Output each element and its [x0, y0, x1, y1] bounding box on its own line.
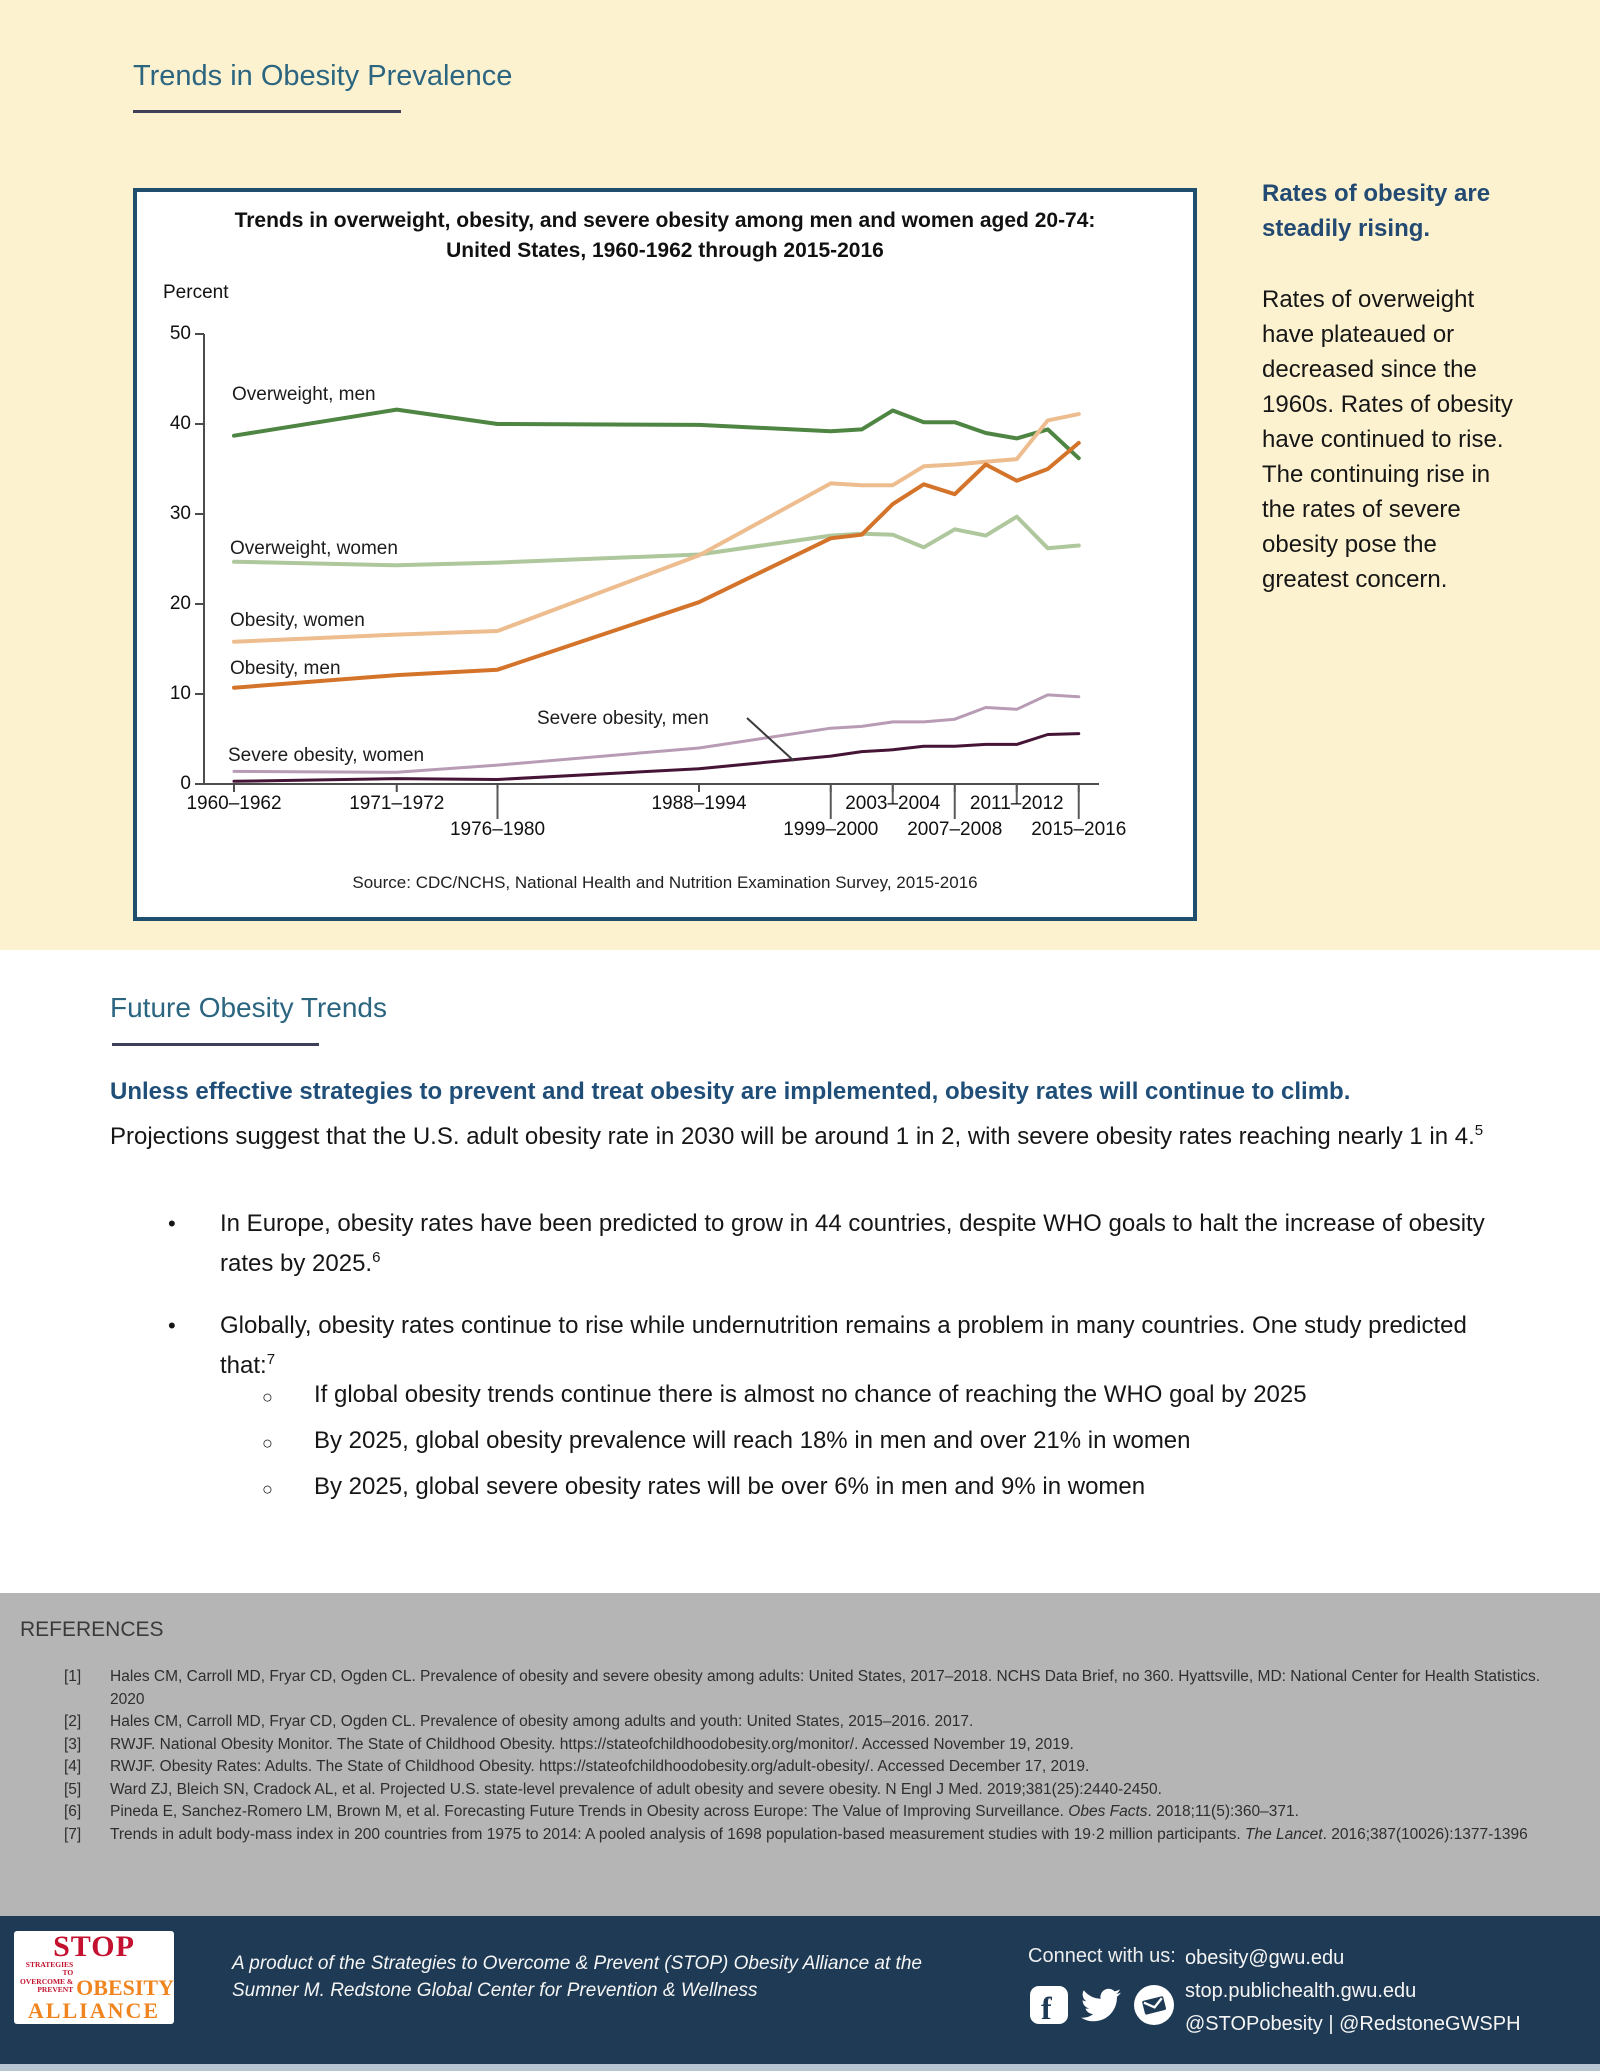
footer-product-note: A product of the Strategies to Overcome …	[232, 1950, 922, 2004]
bullet-text: Globally, obesity rates continue to rise…	[220, 1312, 1467, 1379]
chart-title: Trends in overweight, obesity, and sever…	[137, 206, 1193, 266]
logo-obesity-text: OBESITY	[76, 1974, 174, 2000]
reference-number: [2]	[64, 1713, 82, 1730]
footnote-marker-7: 7	[266, 1351, 276, 1368]
section-title-underline	[133, 110, 401, 113]
sub-bullet-item: ○ By 2025, global obesity prevalence wil…	[262, 1424, 1502, 1460]
bullet-item: • In Europe, obesity rates have been pre…	[168, 1207, 1508, 1281]
logo-alliance-text: ALLIANCE	[27, 1997, 161, 2023]
lead-paragraph-text: Projections suggest that the U.S. adult …	[110, 1123, 1475, 1150]
lead-statement: Unless effective strategies to prevent a…	[110, 1078, 1351, 1105]
email-icon[interactable]	[1134, 1985, 1174, 2025]
reference-item: [1] Hales CM, Carroll MD, Fryar CD, Ogden…	[64, 1666, 1556, 1711]
reference-text: Hales CM, Carroll MD, Fryar CD, Ogden CL…	[110, 1668, 1541, 1708]
y-axis-title: Percent	[163, 282, 229, 303]
contact-line[interactable]: obesity@gwu.edu	[1185, 1947, 1345, 1969]
reference-text: RWJF. National Obesity Monitor. The Stat…	[110, 1735, 1074, 1753]
sub-bullet-text: By 2025, global obesity prevalence will …	[314, 1427, 1191, 1454]
bullet-text: In Europe, obesity rates have been predi…	[220, 1210, 1485, 1277]
footnote-marker-6: 6	[372, 1249, 381, 1266]
reference-item: [4] RWJF. Obesity Rates: Adults. The Stat…	[64, 1756, 1556, 1779]
bullet-marker: •	[168, 1313, 176, 1338]
sub-bullet-marker: ○	[262, 1433, 273, 1453]
sidebar-callout: Rates of obesity are steadily rising. Ra…	[1262, 176, 1516, 597]
chart-title-line1: Trends in overweight, obesity, and sever…	[234, 209, 1096, 232]
sidebar-body-text: Rates of overweight have plateaued or de…	[1262, 286, 1513, 593]
sidebar-heading: Rates of obesity are steadily rising.	[1262, 180, 1491, 242]
contact-line[interactable]: @STOPobesity | @RedstoneGWSPH	[1185, 2013, 1521, 2035]
logo-stop-text: STOP	[53, 1929, 135, 1963]
reference-item: [5] Ward ZJ, Bleich SN, Cradock AL, et al…	[64, 1779, 1556, 1802]
logo-tagline: STRATEGIES TO OVERCOME & PREVENT	[20, 1959, 74, 1994]
sub-bullet-item: ○ If global obesity trends continue ther…	[262, 1378, 1502, 1414]
section-title-future: Future Obesity Trends	[110, 992, 388, 1023]
lead-paragraph: Projections suggest that the U.S. adult …	[110, 1114, 1495, 1154]
reference-text: RWJF. Obesity Rates: Adults. The State o…	[110, 1758, 1090, 1775]
bullet-list: • In Europe, obesity rates have been pre…	[168, 1207, 1508, 1411]
sub-bullet-text: If global obesity trends continue there …	[314, 1381, 1307, 1408]
trend-line-chart	[195, 333, 1099, 819]
logo-middle-row: STRATEGIES TO OVERCOME & PREVENT OBESITY	[14, 1959, 174, 2000]
chart-title-line2: United States, 1960-1962 through 2015-20…	[446, 239, 884, 262]
bullet-marker: •	[168, 1211, 176, 1236]
connect-with-us-label: Connect with us:	[1028, 1945, 1176, 1967]
reference-item: [2] Hales CM, Carroll MD, Fryar CD, Ogden…	[64, 1711, 1556, 1734]
reference-number: [3]	[64, 1735, 82, 1753]
reference-text: Trends in adult body-mass index in 200 c…	[110, 1825, 1528, 1843]
footer-product-line2: Sumner M. Redstone Global Center for Pre…	[232, 1980, 758, 2001]
reference-item: [3] RWJF. National Obesity Monitor. The S…	[64, 1734, 1556, 1757]
chart-source-note: Source: CDC/NCHS, National Health and Nu…	[352, 873, 978, 892]
stop-obesity-alliance-logo: STOP STRATEGIES TO OVERCOME & PREVENT OB…	[14, 1931, 174, 2024]
sub-bullet-list: ○ If global obesity trends continue ther…	[262, 1378, 1502, 1516]
footer-product-line1: A product of the Strategies to Overcome …	[232, 1953, 922, 1974]
references-list: [1] Hales CM, Carroll MD, Fryar CD, Ogden…	[64, 1666, 1556, 1846]
reference-text: Hales CM, Carroll MD, Fryar CD, Ogden CL…	[110, 1713, 974, 1730]
twitter-icon[interactable]	[1081, 1985, 1121, 2025]
reference-item: [7] Trends in adult body-mass index in 20…	[64, 1824, 1556, 1847]
reference-number: [4]	[64, 1758, 82, 1775]
section-title-future-underline	[112, 1043, 319, 1046]
social-icons: f	[1030, 1985, 1174, 2025]
reference-item: [6] Pineda E, Sanchez-Romero LM, Brown M,…	[64, 1801, 1556, 1824]
sub-bullet-marker: ○	[262, 1387, 273, 1407]
reference-text: Pineda E, Sanchez-Romero LM, Brown M, et…	[110, 1803, 1299, 1820]
contact-lines: obesity@gwu.edu stop.publichealth.gwu.edu…	[1185, 1942, 1521, 2041]
sub-bullet-item: ○ By 2025, global severe obesity rates w…	[262, 1470, 1502, 1506]
reference-text: Ward ZJ, Bleich SN, Cradock AL, et al. P…	[110, 1780, 1162, 1798]
facebook-icon[interactable]: f	[1030, 1986, 1068, 2024]
references-section-background	[0, 1593, 1600, 1916]
bottom-strip	[0, 2064, 1600, 2071]
references-heading: REFERENCES	[20, 1618, 164, 1641]
reference-number: [1]	[64, 1668, 82, 1685]
white-section-background	[0, 950, 1600, 1593]
reference-number: [5]	[64, 1780, 82, 1798]
sub-bullet-marker: ○	[262, 1479, 273, 1499]
sub-bullet-text: By 2025, global severe obesity rates wil…	[314, 1473, 1146, 1500]
footer-background	[0, 1916, 1600, 2064]
reference-number: [7]	[64, 1825, 82, 1843]
trend-chart-panel: Trends in overweight, obesity, and sever…	[133, 188, 1197, 921]
footnote-marker-5: 5	[1474, 1122, 1484, 1139]
section-title-trends: Trends in Obesity Prevalence	[133, 60, 513, 92]
bullet-item: • Globally, obesity rates continue to ri…	[168, 1309, 1508, 1383]
reference-number: [6]	[64, 1803, 82, 1820]
contact-line[interactable]: stop.publichealth.gwu.edu	[1185, 1980, 1417, 2002]
